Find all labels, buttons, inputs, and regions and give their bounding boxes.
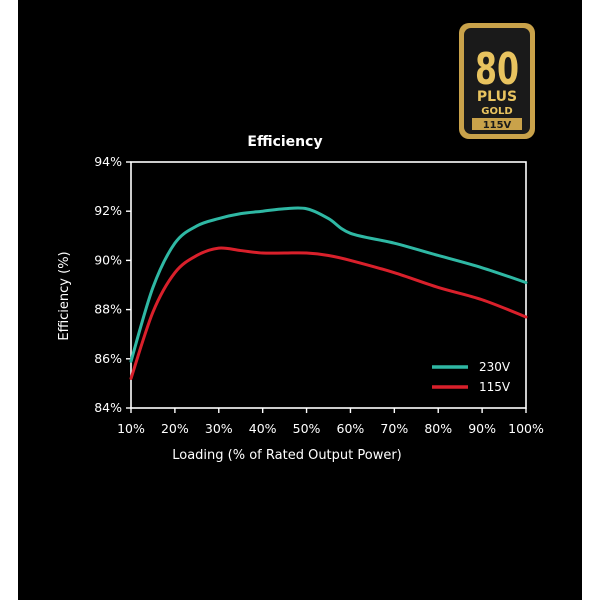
logo-plus: PLUS xyxy=(477,89,517,105)
x-tick-label: 90% xyxy=(468,421,496,436)
legend-label: 230V xyxy=(479,360,511,374)
x-tick-label: 60% xyxy=(337,421,365,436)
x-tick-label: 80% xyxy=(424,421,452,436)
logo-voltage-band xyxy=(472,118,522,130)
series-line-230v xyxy=(129,206,528,363)
y-tick-label: 94% xyxy=(94,154,122,169)
y-axis-label: Efficiency (%) xyxy=(57,251,72,340)
x-tick-label: 30% xyxy=(205,421,233,436)
plot-area-frame xyxy=(130,161,527,409)
y-tick-label: 84% xyxy=(94,400,122,415)
y-tick-label: 90% xyxy=(94,252,122,267)
x-axis-ticks: 10% 20% 30% 40% 50% 60% 70% 80% 90% 100% xyxy=(117,408,544,436)
y-tick-label: 88% xyxy=(94,302,122,317)
x-tick-label: 40% xyxy=(249,421,277,436)
series-line-115v xyxy=(129,246,528,380)
y-axis-ticks: 84% 86% 88% 90% 92% 94% xyxy=(94,154,131,415)
x-axis-label: Loading (% of Rated Output Power) xyxy=(172,448,402,463)
legend: 230V 115V xyxy=(432,360,511,394)
logo-voltage: 115V xyxy=(483,120,512,131)
logo-tier: GOLD xyxy=(481,106,512,117)
x-tick-label: 10% xyxy=(117,421,145,436)
series-lines xyxy=(129,206,528,380)
80-plus-gold-logo: 80 PLUS GOLD 115V xyxy=(459,23,535,139)
x-tick-label: 70% xyxy=(380,421,408,436)
y-tick-label: 86% xyxy=(94,351,122,366)
logo-inner xyxy=(464,28,530,134)
legend-label: 115V xyxy=(479,380,511,394)
x-tick-label: 20% xyxy=(161,421,189,436)
x-tick-label: 50% xyxy=(293,421,321,436)
chart-title: Efficiency xyxy=(247,134,322,150)
logo-number: 80 xyxy=(475,44,519,96)
x-tick-label: 100% xyxy=(508,421,544,436)
y-tick-label: 92% xyxy=(94,203,122,218)
